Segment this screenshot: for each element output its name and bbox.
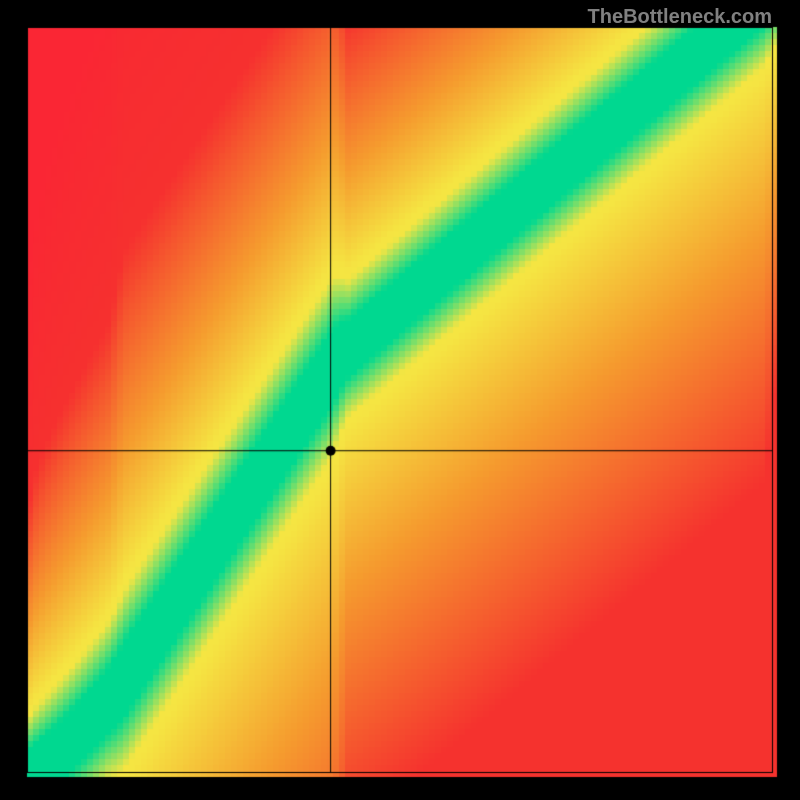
bottleneck-heatmap bbox=[0, 0, 800, 800]
chart-container: { "watermark": "TheBottleneck.com", "can… bbox=[0, 0, 800, 800]
watermark-text: TheBottleneck.com bbox=[588, 6, 772, 29]
